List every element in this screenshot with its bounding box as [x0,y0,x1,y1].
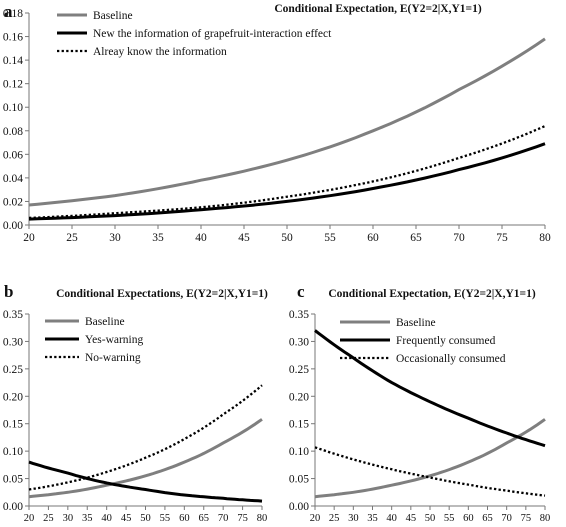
x-tick-label: 70 [501,513,512,524]
x-tick-label: 30 [348,513,359,524]
x-tick-label: 80 [257,513,268,524]
legend-label: No-warning [85,352,141,364]
y-tick-label: 0.02 [3,196,23,208]
y-tick-label: 0.30 [289,336,309,348]
legend-label: New the information of grapefruit-intera… [93,28,332,40]
x-tick-label: 75 [496,232,508,244]
x-tick-label: 50 [281,232,293,244]
y-tick-label: 0.15 [3,419,23,431]
y-tick-label: 0.12 [3,79,23,91]
x-tick-label: 45 [238,232,250,244]
x-tick-label: 60 [179,513,190,524]
y-tick-label: 0.20 [289,391,309,403]
chart-panel-c: c Conditional Expectation, E(Y2=2|X,Y1=1)… [289,282,550,524]
x-tick-label: 20 [23,232,35,244]
panel-label: b [4,282,13,301]
y-tick-label: 0.15 [289,419,309,431]
x-tick-label: 50 [425,513,436,524]
chart-title: Conditional Expectation, E(Y2=2|X,Y1=1) [328,288,535,300]
x-tick-label: 35 [152,232,164,244]
series-line-baseline [28,418,263,499]
series-line-baseline [28,37,546,207]
series-line-occasionally-consumed [314,446,546,497]
x-tick-label: 20 [24,513,35,524]
x-tick-label: 30 [63,513,74,524]
y-tick-label: 0.05 [3,474,23,486]
chart-panel-b: b Conditional Expectations, E(Y2=2|X,Y1=1… [3,282,268,524]
x-tick-label: 65 [482,513,493,524]
x-tick-label: 55 [324,232,336,244]
x-tick-label: 55 [444,513,455,524]
series-line-baseline [314,418,546,499]
panel-label: a [4,2,13,21]
x-tick-label: 25 [43,513,54,524]
y-tick-label: 0.35 [289,309,309,321]
x-tick-label: 70 [218,513,229,524]
panel-label: c [297,282,305,301]
legend-label: Yes-warning [85,334,143,346]
x-tick-label: 65 [410,232,422,244]
y-tick-label: 0.00 [3,220,23,232]
x-tick-label: 80 [539,232,551,244]
y-tick-label: 0.04 [3,173,23,185]
x-tick-label: 75 [521,513,532,524]
series-line-frequently-consumed [314,329,546,448]
series-line-alreay-know-the-information [28,125,546,220]
y-tick-label: 0.20 [3,391,23,403]
x-tick-label: 35 [82,513,93,524]
series-line-no-warning [28,384,263,491]
series-line-yes-warning [28,460,263,503]
chart-title: Conditional Expectation, E(Y2=2|X,Y1=1) [274,3,481,15]
y-tick-label: 0.35 [3,309,23,321]
y-tick-label: 0.00 [289,501,309,513]
y-tick-label: 0.25 [3,364,23,376]
y-tick-label: 0.05 [289,474,309,486]
x-tick-label: 40 [101,513,112,524]
y-tick-label: 0.18 [3,8,23,20]
legend-label: Frequently consumed [396,335,496,347]
x-tick-label: 40 [386,513,397,524]
x-tick-label: 55 [160,513,171,524]
y-tick-label: 0.16 [3,32,23,44]
y-tick-label: 0.10 [289,446,309,458]
legend-label: Occasionally consumed [396,353,506,365]
y-tick-label: 0.30 [3,336,23,348]
x-tick-label: 75 [237,513,248,524]
y-tick-label: 0.10 [3,446,23,458]
x-tick-label: 25 [329,513,340,524]
x-tick-label: 40 [195,232,207,244]
x-tick-label: 45 [406,513,417,524]
x-tick-label: 25 [66,232,78,244]
legend-label: Baseline [396,317,436,329]
legend-label: Baseline [93,10,133,22]
x-tick-label: 80 [540,513,551,524]
x-tick-label: 20 [310,513,321,524]
x-tick-label: 65 [199,513,210,524]
legend-label: Alreay know the information [93,46,227,58]
y-tick-label: 0.14 [3,55,23,67]
x-tick-label: 70 [453,232,465,244]
series-line-new-the-information-of-grapefruit-interaction-effect [28,142,546,221]
x-tick-label: 45 [121,513,132,524]
y-tick-label: 0.08 [3,126,23,138]
chart-title: Conditional Expectations, E(Y2=2|X,Y1=1) [56,288,268,300]
x-tick-label: 50 [140,513,151,524]
y-tick-label: 0.00 [3,501,23,513]
x-tick-label: 60 [367,232,379,244]
y-tick-label: 0.06 [3,149,23,161]
x-tick-label: 30 [109,232,121,244]
x-tick-label: 60 [463,513,474,524]
legend-label: Baseline [85,316,125,328]
y-tick-label: 0.25 [289,364,309,376]
chart-panel-a: a Conditional Expectation, E(Y2=2|X,Y1=1)… [3,2,551,244]
x-tick-label: 35 [367,513,378,524]
y-tick-label: 0.10 [3,102,23,114]
